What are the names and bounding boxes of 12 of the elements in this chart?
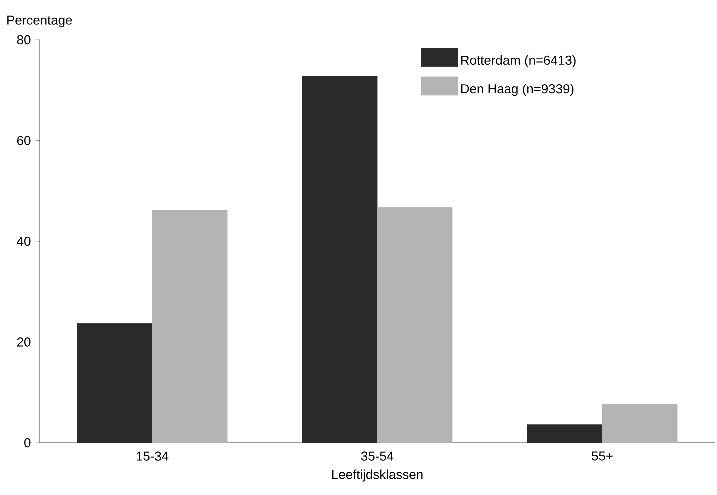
y-axis-title: Percentage: [8, 16, 72, 28]
y-tick-label: 40: [17, 236, 31, 246]
y-tick-label: 80: [17, 35, 31, 45]
x-tick-label: 55+: [592, 452, 613, 461]
y-tick-label: 0: [24, 438, 31, 448]
legend-label: Rotterdam (n=6413): [461, 56, 576, 68]
y-tick-label: 20: [17, 338, 31, 347]
x-tick-label: 35-54: [361, 452, 394, 461]
legend-label: Den Haag (n=9339): [461, 84, 574, 96]
x-axis-title: Leeftijdsklassen: [332, 470, 423, 482]
x-tick-label: 15-34: [136, 452, 169, 461]
y-tick-label: 60: [17, 136, 31, 146]
